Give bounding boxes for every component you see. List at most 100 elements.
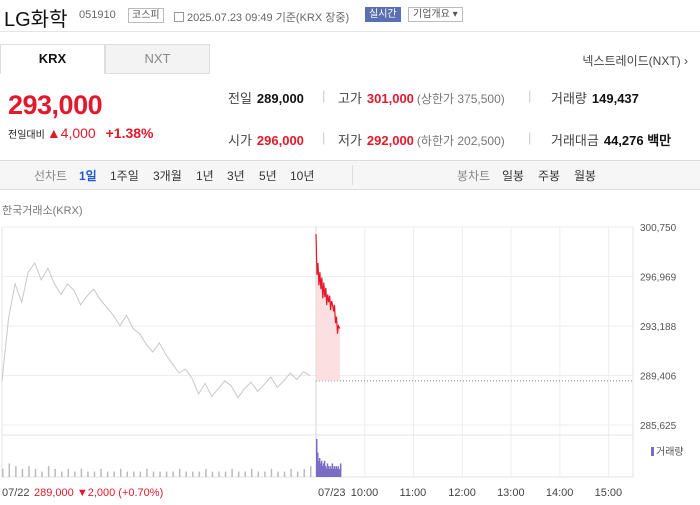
volume-bar — [320, 460, 323, 477]
period-daily-candle[interactable]: 일봉 — [502, 169, 525, 183]
period-1w[interactable]: 1주일 — [110, 169, 139, 183]
volume-bar — [100, 468, 102, 477]
volume-bar — [87, 471, 89, 477]
volume-bar — [41, 471, 43, 477]
volume-bar — [264, 471, 266, 477]
divider — [352, 165, 353, 185]
volume-bar — [178, 468, 181, 477]
volume-bar — [119, 468, 122, 477]
separator: | — [322, 88, 326, 103]
volume-bar — [113, 471, 115, 477]
volume-bar — [54, 468, 56, 477]
price-change: 전일대비 ▲4,000 +1.38% — [8, 125, 153, 141]
volume-bar — [310, 466, 312, 477]
today-label: 07/23 — [318, 487, 346, 499]
volume-bar — [205, 468, 207, 477]
realtime-badge: 실시간 — [365, 7, 401, 22]
tab-krx[interactable]: KRX — [0, 44, 105, 74]
volume-bar — [133, 471, 135, 477]
volume-bar — [257, 471, 260, 477]
volume-bar — [333, 466, 336, 477]
clock-icon — [174, 12, 184, 22]
company-overview-button[interactable]: 기업개요 ▾ — [408, 7, 463, 22]
y-tick-label: 293,188 — [640, 322, 677, 333]
volume-bar — [152, 471, 155, 477]
volume-bar — [67, 468, 70, 477]
nextrade-link[interactable]: 넥스트레이드(NXT) › — [582, 54, 688, 68]
change-percent: +1.38% — [105, 125, 154, 141]
x-tick-label: 11:00 — [400, 487, 427, 499]
y-tick-label: 289,406 — [640, 372, 677, 383]
volume-bar — [80, 468, 83, 477]
line-chart-label: 선차트 — [34, 169, 68, 183]
tab-nxt[interactable]: NXT — [105, 44, 210, 74]
x-tick-label: 10:00 — [351, 487, 379, 499]
volume-bar — [328, 468, 331, 477]
volume-bar — [74, 471, 76, 477]
prev-day-line — [1, 261, 311, 399]
period-10y[interactable]: 10년 — [290, 169, 315, 183]
volume-legend-swatch — [651, 447, 654, 456]
volume-bar — [283, 471, 286, 477]
volume-bar — [332, 468, 335, 477]
volume-bar — [330, 468, 333, 477]
volume-bar — [337, 466, 339, 477]
volume-bar — [338, 468, 340, 477]
volume-bar — [139, 471, 142, 477]
volume-bar — [211, 471, 214, 477]
volume-bar — [323, 460, 326, 477]
volume-bar — [244, 471, 246, 477]
separator: | — [528, 88, 532, 103]
period-weekly-candle[interactable]: 주봉 — [538, 169, 561, 183]
volume-bar — [8, 463, 11, 477]
volume-bar — [325, 468, 328, 477]
volume-bar — [318, 458, 321, 477]
period-monthly-candle[interactable]: 월봉 — [574, 169, 597, 183]
period-3y[interactable]: 3년 — [227, 169, 245, 183]
quote-grid: 전일 289,000 | 고가 301,000 (상한가 375,500) | 거래량… — [228, 88, 698, 172]
volume-bar — [21, 468, 24, 477]
volume-bar — [106, 471, 109, 477]
up-arrow-icon: ▲ — [46, 125, 61, 141]
prev-day-label: 07/22 — [2, 487, 30, 499]
volume-bar — [34, 468, 37, 477]
separator: | — [322, 130, 326, 145]
prev-close: 전일 289,000 — [228, 91, 304, 106]
volume-bar — [218, 471, 220, 477]
volume-bar — [319, 463, 322, 477]
volume-bar — [146, 468, 148, 477]
change-amount: 4,000 — [60, 125, 96, 141]
period-1d[interactable]: 1일 — [79, 169, 97, 183]
volume-bar — [277, 471, 279, 477]
today-price-line — [315, 234, 341, 334]
volume-legend: 거래량 — [651, 443, 684, 458]
stock-code: 051910 — [79, 9, 116, 21]
x-tick-label: 15:00 — [595, 487, 623, 499]
timestamp: 2025.07.23 09:49 기준(KRX 장중) — [174, 9, 349, 25]
current-price: 293,000 — [8, 90, 103, 120]
volume-bar — [231, 468, 233, 477]
volume-bar — [126, 471, 129, 477]
prev-day-summary: 289,000 ▼2,000 (+0.70%) — [34, 487, 163, 499]
volume-bar — [316, 439, 318, 477]
volume-bar — [270, 468, 273, 477]
x-tick-label: 13:00 — [497, 487, 525, 499]
day-high: 고가 301,000 (상한가 375,500) — [338, 91, 505, 106]
volume-bar — [198, 471, 201, 477]
volume-bar — [335, 466, 338, 477]
period-5y[interactable]: 5년 — [259, 169, 277, 183]
chart-source: 한국거래소(KRX) — [2, 205, 83, 217]
period-1y[interactable]: 1년 — [196, 169, 214, 183]
volume-bar — [317, 460, 320, 477]
volume-bar — [192, 471, 194, 477]
y-tick-label: 300,750 — [640, 223, 677, 234]
volume-bar — [316, 452, 319, 477]
price-chart[interactable]: 300,750 296,969 293,188 289,406 285,625 10:00… — [0, 215, 700, 505]
change-label: 전일대비 — [8, 130, 45, 141]
period-3m[interactable]: 3개월 — [153, 169, 182, 183]
candle-chart-label: 봉차트 — [457, 169, 491, 183]
stock-name: LG화학 — [4, 9, 68, 31]
volume-bar — [2, 468, 4, 477]
volume-bar — [60, 471, 63, 477]
today-area — [316, 234, 340, 381]
